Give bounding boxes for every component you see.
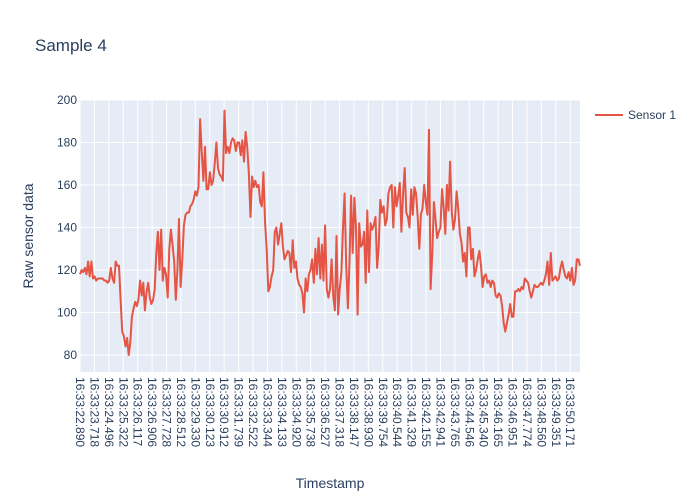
series-line-sensor-1 <box>79 109 581 356</box>
plot-area <box>80 100 580 372</box>
x-tick-label: 16:33:26.117 <box>131 377 145 447</box>
x-tick-label: 16:33:42.941 <box>433 377 447 447</box>
x-tick-label: 16:33:39.754 <box>376 377 390 447</box>
y-tick-labels: 80 100 120 140 160 180 200 <box>57 93 77 362</box>
x-tick-label: 16:33:47.774 <box>520 377 534 447</box>
x-tick-label: 16:33:38.930 <box>361 377 375 447</box>
x-tick-label: 16:33:46.951 <box>506 377 520 447</box>
x-tick-label: 16:33:41.329 <box>405 377 419 447</box>
y-tick-label: 200 <box>57 93 77 107</box>
x-tick-label: 16:33:36.527 <box>318 377 332 447</box>
y-tick-label: 160 <box>57 178 77 192</box>
x-tick-label: 16:33:38.147 <box>347 377 361 447</box>
y-tick-label: 80 <box>64 348 78 362</box>
legend-label-sensor-1: Sensor 1 <box>628 108 676 122</box>
series-layer <box>79 109 581 356</box>
x-tick-label: 16:33:37.318 <box>333 377 347 447</box>
y-axis-title: Raw sensor data <box>20 183 36 288</box>
x-tick-label: 16:33:24.496 <box>102 377 116 447</box>
y-tick-label: 120 <box>57 263 77 277</box>
y-tick-label: 100 <box>57 306 77 320</box>
x-tick-label: 16:33:48.560 <box>534 377 548 447</box>
x-tick-label: 16:33:46.165 <box>491 377 505 447</box>
x-tick-label: 16:33:26.906 <box>145 377 159 447</box>
x-tick-label: 16:33:33.344 <box>260 377 274 447</box>
x-tick-label: 16:33:30.123 <box>203 377 217 447</box>
x-tick-label: 16:33:49.351 <box>549 377 563 447</box>
x-tick-label: 16:33:30.912 <box>217 377 231 447</box>
x-tick-label: 16:33:45.340 <box>477 377 491 447</box>
x-tick-label: 16:33:32.522 <box>246 377 260 447</box>
x-tick-label: 16:33:50.171 <box>563 377 577 447</box>
x-tick-label: 16:33:43.765 <box>448 377 462 447</box>
x-tick-labels: 16:33:22.890 16:33:23.718 16:33:24.496 16:3… <box>73 377 577 447</box>
x-tick-label: 16:33:42.155 <box>419 377 433 447</box>
legend[interactable]: Sensor 1 <box>595 108 676 122</box>
x-tick-label: 16:33:31.739 <box>232 377 246 447</box>
y-tick-label: 180 <box>57 136 77 150</box>
x-axis-title: Timestamp <box>296 475 365 491</box>
x-tick-label: 16:33:44.546 <box>462 377 476 447</box>
x-tick-label: 16:33:22.890 <box>73 377 87 447</box>
x-tick-label: 16:33:23.718 <box>87 377 101 447</box>
x-tick-label: 16:33:28.512 <box>174 377 188 447</box>
x-tick-label: 16:33:25.322 <box>116 377 130 447</box>
y-tick-label: 140 <box>57 221 77 235</box>
x-tick-label: 16:33:40.544 <box>390 377 404 447</box>
x-tick-label: 16:33:35.738 <box>304 377 318 447</box>
chart-title: Sample 4 <box>35 36 107 55</box>
x-tick-label: 16:33:29.330 <box>188 377 202 447</box>
x-tick-label: 16:33:34.133 <box>275 377 289 447</box>
x-tick-label: 16:33:34.920 <box>289 377 303 447</box>
x-tick-label: 16:33:27.728 <box>160 377 174 447</box>
